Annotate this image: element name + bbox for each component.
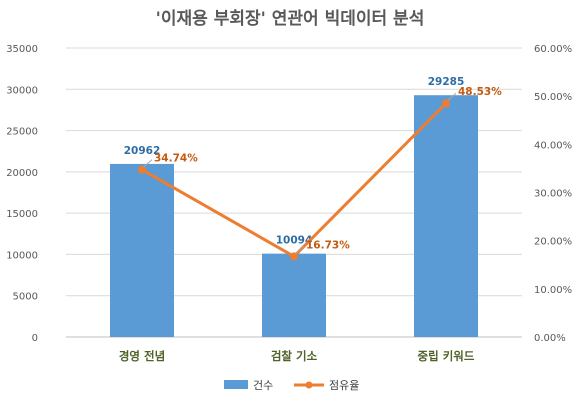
y-left-tick-label: 30000 bbox=[6, 85, 38, 96]
bar-data-label: 20962 bbox=[124, 145, 161, 157]
y-right-tick-label: 10.00% bbox=[534, 285, 572, 296]
y-right-tick-label: 0.00% bbox=[534, 333, 566, 344]
y-right-tick-label: 30.00% bbox=[534, 189, 572, 200]
legend-label: 건수 bbox=[253, 379, 273, 392]
bar-series: 20962 10094 29285 bbox=[110, 76, 478, 337]
label-leader bbox=[447, 92, 457, 101]
line-point bbox=[290, 252, 298, 261]
y-left-tick-label: 15000 bbox=[6, 209, 38, 220]
y-right-tick-label: 40.00% bbox=[534, 140, 572, 151]
y-right-tick-label: 60.00% bbox=[534, 44, 572, 55]
bar-data-label: 29285 bbox=[428, 76, 465, 88]
y-left-tick-label: 10000 bbox=[6, 250, 38, 261]
y-right-tick-label: 20.00% bbox=[534, 237, 572, 248]
line-data-label: 16.73% bbox=[306, 239, 350, 251]
y-left-tick-label: 0 bbox=[32, 333, 38, 344]
y-left-tick-label: 35000 bbox=[6, 44, 38, 55]
chart-title: '이재용 부회장' 연관어 빅데이터 분석 bbox=[156, 9, 425, 29]
line-path bbox=[141, 102, 448, 258]
y-left-tick-label: 25000 bbox=[6, 127, 38, 138]
legend-swatch-bar bbox=[224, 380, 248, 389]
x-category-label: 검찰 기소 bbox=[271, 349, 318, 363]
bar bbox=[262, 253, 326, 337]
y-axis-right: 0.00% 10.00% 20.00% 30.00% 40.00% 50.00% 60.00… bbox=[534, 44, 572, 344]
x-category-label: 경영 전념 bbox=[119, 349, 165, 363]
label-leader bbox=[143, 159, 153, 168]
bar-data-label: 10094 bbox=[276, 235, 313, 247]
x-axis: 경영 전념 검찰 기소 중립 키워드 bbox=[119, 349, 475, 363]
y-left-tick-label: 20000 bbox=[6, 168, 38, 179]
y-axis-left: 0 5000 10000 15000 20000 25000 30000 35000 bbox=[6, 44, 38, 344]
legend-label: 점유율 bbox=[329, 379, 359, 392]
line-data-label: 34.74% bbox=[154, 153, 198, 165]
bar bbox=[110, 163, 174, 337]
line-series: 34.74% 16.73% 48.53% bbox=[138, 86, 502, 261]
legend-swatch-marker bbox=[305, 381, 313, 389]
label-leader bbox=[295, 246, 305, 254]
line-data-label: 48.53% bbox=[458, 86, 502, 98]
x-category-label: 중립 키워드 bbox=[418, 349, 475, 363]
bar bbox=[414, 95, 478, 337]
line-point bbox=[138, 165, 146, 174]
y-right-tick-label: 50.00% bbox=[534, 92, 572, 103]
y-left-tick-label: 5000 bbox=[13, 292, 38, 303]
legend: 건수 점유율 bbox=[224, 379, 359, 392]
line-point bbox=[442, 99, 450, 108]
